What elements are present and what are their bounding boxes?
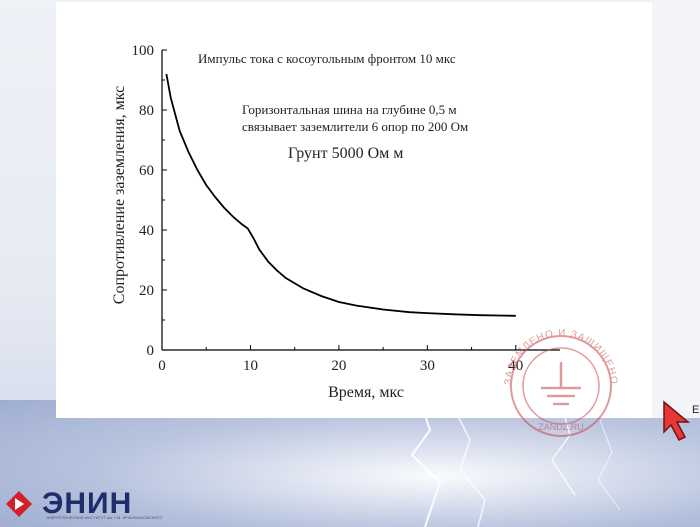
y-tick-label: 60 [139,163,154,179]
y-axis-label: Сопротивление заземления, мкс [111,86,128,304]
y-tick-label: 40 [139,223,154,239]
watermark-domain: ZANDZ.RU [538,422,584,432]
right-panel [652,0,700,418]
y-tick-label: 0 [147,343,155,359]
annotation-bus-line1: Горизонтальная шина на глубине 0,5 м [242,102,457,117]
x-tick-label: 20 [331,358,346,374]
side-letter: E [692,404,700,416]
annotation-bus: Горизонтальная шина на глубине 0,5 м свя… [242,101,468,135]
x-tick-label: 30 [420,358,435,374]
annotation-impulse: Импульс тока с косоугольным фронтом 10 м… [198,51,456,66]
logo: ЭНИН ЭНЕРГЕТИЧЕСКИЙ ИНСТИТУТ им. Г.М. КР… [4,487,162,521]
logo-subtitle: ЭНЕРГЕТИЧЕСКИЙ ИНСТИТУТ им. Г.М. КРЖИЖАН… [46,515,163,520]
series-line [165,73,516,317]
y-tick-label: 20 [139,283,154,299]
cursor-arrow-icon [663,400,691,441]
x-tick-label: 10 [243,358,258,374]
watermark-stamp: ЗАЗЕМЛЕНО И ЗАЩИЩЕНО ZANDZ.RU [503,328,618,437]
logo-name: ЭНИН [42,487,133,520]
logo-mark-icon [6,491,32,517]
y-tick-label: 100 [132,43,155,59]
y-tick-label: 80 [139,103,154,119]
x-axis-label: Время, мкс [328,384,404,401]
annotation-bus-line2: связывает заземлители 6 опор по 200 Ом [242,119,469,134]
annotation-soil: Грунт 5000 Ом м [288,145,404,162]
x-tick-label: 0 [158,358,166,374]
